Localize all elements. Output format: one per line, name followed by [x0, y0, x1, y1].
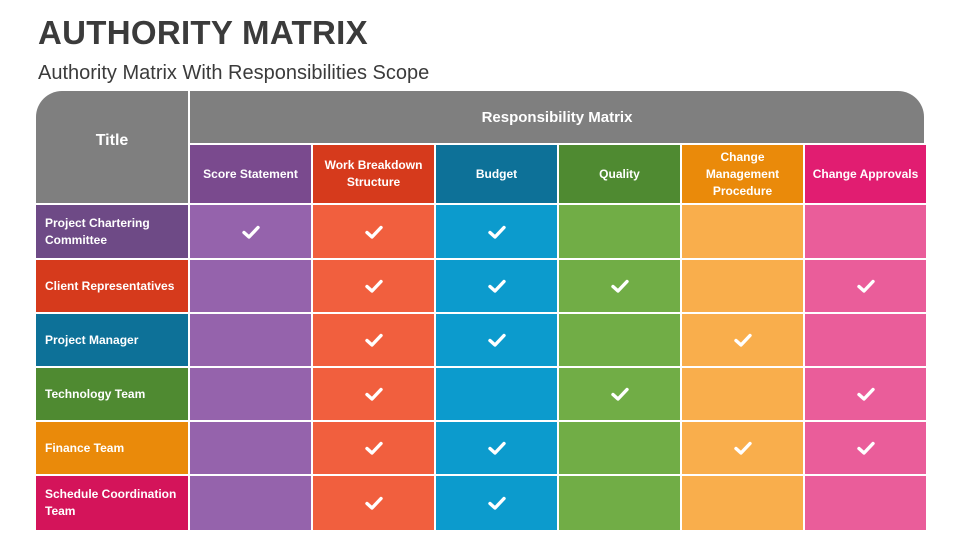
- matrix-cell: [436, 476, 557, 530]
- matrix-cell: [682, 205, 803, 258]
- matrix-cell: [559, 422, 680, 474]
- matrix-cell: [436, 422, 557, 474]
- column-header-work-breakdown-structure: Work Breakdown Structure: [313, 145, 434, 203]
- matrix-cell: [436, 205, 557, 258]
- checkmark-icon: [733, 333, 752, 347]
- matrix-cell: [682, 368, 803, 420]
- matrix-cell: [559, 314, 680, 366]
- page-title: AUTHORITY MATRIX: [38, 14, 368, 51]
- column-header-change-management-procedure: Change Management Procedure: [682, 145, 803, 203]
- matrix-cell: [436, 314, 557, 366]
- row-header-technology-team: Technology Team: [36, 368, 188, 420]
- row-header-project-chartering-committee: Project Chartering Committee: [36, 205, 188, 258]
- matrix-cell: [559, 260, 680, 312]
- matrix-cell: [190, 422, 311, 474]
- matrix-cell: [436, 368, 557, 420]
- checkmark-icon: [364, 333, 383, 347]
- row-header-finance-team: Finance Team: [36, 422, 188, 474]
- matrix-cell: [190, 260, 311, 312]
- matrix-cell: [682, 422, 803, 474]
- matrix-cell: [682, 314, 803, 366]
- column-header-quality: Quality: [559, 145, 680, 203]
- row-header-project-manager: Project Manager: [36, 314, 188, 366]
- checkmark-icon: [487, 441, 506, 455]
- matrix-cell: [682, 260, 803, 312]
- checkmark-icon: [364, 279, 383, 293]
- title-column-header: Title: [36, 91, 188, 203]
- checkmark-icon: [856, 387, 875, 401]
- matrix-cell: [805, 476, 926, 530]
- matrix-cell: [805, 260, 926, 312]
- matrix-cell: [313, 368, 434, 420]
- matrix-cell: [313, 260, 434, 312]
- row-header-schedule-coordination-team: Schedule Coordination Team: [36, 476, 188, 530]
- checkmark-icon: [733, 441, 752, 455]
- checkmark-icon: [364, 441, 383, 455]
- checkmark-icon: [610, 279, 629, 293]
- checkmark-icon: [856, 279, 875, 293]
- checkmark-icon: [487, 333, 506, 347]
- matrix-cell: [313, 205, 434, 258]
- matrix-cell: [805, 314, 926, 366]
- checkmark-icon: [241, 225, 260, 239]
- page-subtitle: Authority Matrix With Responsibilities S…: [38, 62, 430, 84]
- matrix-cell: [190, 476, 311, 530]
- matrix-cell: [190, 205, 311, 258]
- matrix-cell: [805, 422, 926, 474]
- checkmark-icon: [364, 496, 383, 510]
- matrix-cell: [190, 368, 311, 420]
- matrix-cell: [682, 476, 803, 530]
- matrix-cell: [805, 205, 926, 258]
- checkmark-icon: [856, 441, 875, 455]
- column-header-budget: Budget: [436, 145, 557, 203]
- matrix-cell: [559, 368, 680, 420]
- checkmark-icon: [487, 225, 506, 239]
- column-header-score-statement: Score Statement: [190, 145, 311, 203]
- matrix-cell: [313, 314, 434, 366]
- matrix-cell: [436, 260, 557, 312]
- matrix-cell: [313, 476, 434, 530]
- responsibility-matrix-header: Responsibility Matrix: [190, 91, 924, 143]
- matrix-cell: [559, 476, 680, 530]
- row-header-client-representatives: Client Representatives: [36, 260, 188, 312]
- authority-matrix-table: Title Responsibility Matrix Score Statem…: [36, 91, 926, 530]
- matrix-cell: [313, 422, 434, 474]
- matrix-cell: [190, 314, 311, 366]
- checkmark-icon: [364, 387, 383, 401]
- checkmark-icon: [487, 279, 506, 293]
- matrix-cell: [805, 368, 926, 420]
- column-header-change-approvals: Change Approvals: [805, 145, 926, 203]
- matrix-cell: [559, 205, 680, 258]
- checkmark-icon: [487, 496, 506, 510]
- checkmark-icon: [610, 387, 629, 401]
- checkmark-icon: [364, 225, 383, 239]
